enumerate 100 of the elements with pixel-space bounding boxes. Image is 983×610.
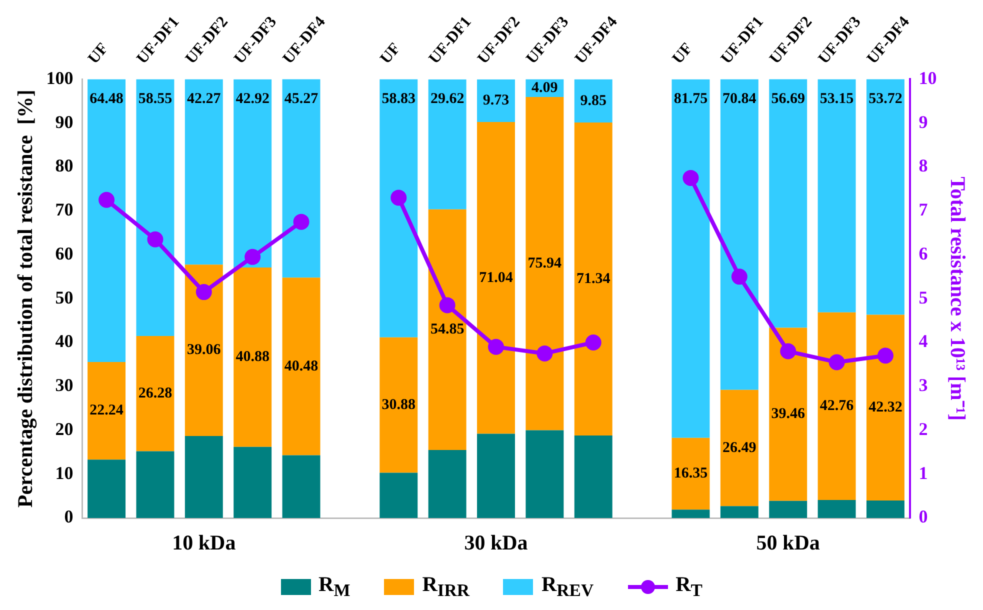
data-label: 53.72 <box>868 90 902 107</box>
y2-tick-label: 2 <box>918 418 928 439</box>
data-label: 30.88 <box>382 396 416 413</box>
point <box>536 345 553 362</box>
point <box>488 338 504 355</box>
point <box>828 354 845 370</box>
bar <box>574 436 612 518</box>
point <box>98 192 115 208</box>
bar <box>380 337 418 473</box>
bar <box>769 328 808 501</box>
legend-label: R$_{M}$ <box>318 572 350 602</box>
text: 30 kDa <box>464 530 528 554</box>
data-label: 42.32 <box>868 399 902 416</box>
data-label: 9.85 <box>580 92 606 109</box>
bar <box>477 434 515 518</box>
bar <box>184 79 223 265</box>
bar <box>818 312 856 500</box>
y-tick-label: 10 <box>55 462 74 483</box>
bar <box>428 209 466 450</box>
y2-tick-label: 7 <box>918 200 928 220</box>
bar <box>234 446 272 518</box>
data-label: 4.09 <box>532 80 558 96</box>
bar <box>672 510 710 518</box>
data-label: 58.83 <box>382 91 416 108</box>
data-label: 58.55 <box>138 90 172 107</box>
data-label: 39.06 <box>187 342 222 358</box>
data-label: 56.69 <box>771 90 805 107</box>
y-tick-label: 30 <box>55 375 74 396</box>
bar <box>88 362 126 460</box>
y2-tick-label: 5 <box>918 287 928 308</box>
data-label: 42.27 <box>187 90 222 107</box>
point <box>196 284 212 300</box>
point <box>731 268 748 285</box>
legend-label: R$_{REV}$ <box>541 572 594 602</box>
y2-tick-label: 8 <box>918 156 928 176</box>
point <box>147 231 164 248</box>
data-label: 54.85 <box>430 322 464 338</box>
data-label: 39.46 <box>771 406 806 422</box>
x-tick-label: UF <box>85 40 112 68</box>
data-label: 16.35 <box>674 466 708 482</box>
point <box>877 348 894 364</box>
bar <box>136 79 174 336</box>
bar <box>88 79 126 362</box>
y-tick-label: 0 <box>64 506 74 527</box>
data-label: 75.94 <box>528 256 562 272</box>
data-label: 53.15 <box>820 91 854 108</box>
data-label: 71.34 <box>576 270 611 287</box>
y2-tick-label: 1 <box>918 462 928 483</box>
x-tick-label: UF <box>377 40 404 68</box>
bar <box>136 336 174 452</box>
y2-tick-label: 0 <box>918 506 928 527</box>
data-label: 42.92 <box>236 91 270 108</box>
bar <box>477 79 515 122</box>
bar <box>428 450 466 518</box>
bar <box>282 455 320 518</box>
data-label: 45.27 <box>284 90 319 107</box>
data-label: 42.76 <box>820 398 854 414</box>
bar <box>769 500 808 518</box>
data-label: 40.48 <box>284 358 318 374</box>
y2-axis-title: Total resistance x 10¹³ [m⁻¹] <box>946 176 970 421</box>
bar <box>818 500 856 518</box>
point <box>780 343 796 360</box>
bar <box>234 268 272 447</box>
bar <box>282 278 320 456</box>
y2-tick-label: 10 <box>918 68 937 88</box>
bar <box>720 79 758 390</box>
data-label: 9.73 <box>482 92 510 109</box>
bar <box>526 430 564 518</box>
bar <box>866 79 904 315</box>
y2-tick-label: 3 <box>918 375 928 396</box>
data-label: 81.75 <box>674 91 708 108</box>
y-tick-label: 100 <box>46 68 74 88</box>
legend-label: R$_{IRR}$ <box>422 572 470 602</box>
y-tick-label: 50 <box>55 287 74 308</box>
y-tick-label: 20 <box>55 418 74 439</box>
data-label: 26.28 <box>138 386 172 402</box>
data-label: 70.84 <box>722 90 757 107</box>
bar <box>818 79 856 312</box>
bar <box>866 500 904 518</box>
bar <box>88 460 126 518</box>
data-label: 64.48 <box>90 91 124 108</box>
bar <box>282 79 320 278</box>
bar <box>428 79 466 210</box>
y2-tick-label: 9 <box>918 112 928 132</box>
text: 10 kDa <box>172 530 236 554</box>
data-label: 29.62 <box>430 91 464 108</box>
bar <box>526 97 564 430</box>
bar <box>184 436 223 518</box>
data-label: 26.49 <box>722 440 756 456</box>
bar <box>574 122 612 436</box>
point <box>390 190 407 206</box>
y-axis-title: Percentage distribution of total resistance [%] <box>13 90 38 508</box>
data-label: 40.88 <box>236 349 270 366</box>
bar <box>672 438 710 510</box>
bar <box>184 264 223 436</box>
y-tick-label: 60 <box>55 243 74 264</box>
data-label: 22.24 <box>90 402 124 419</box>
bar <box>866 314 904 500</box>
data-label: 71.04 <box>479 270 514 286</box>
point <box>585 334 602 350</box>
